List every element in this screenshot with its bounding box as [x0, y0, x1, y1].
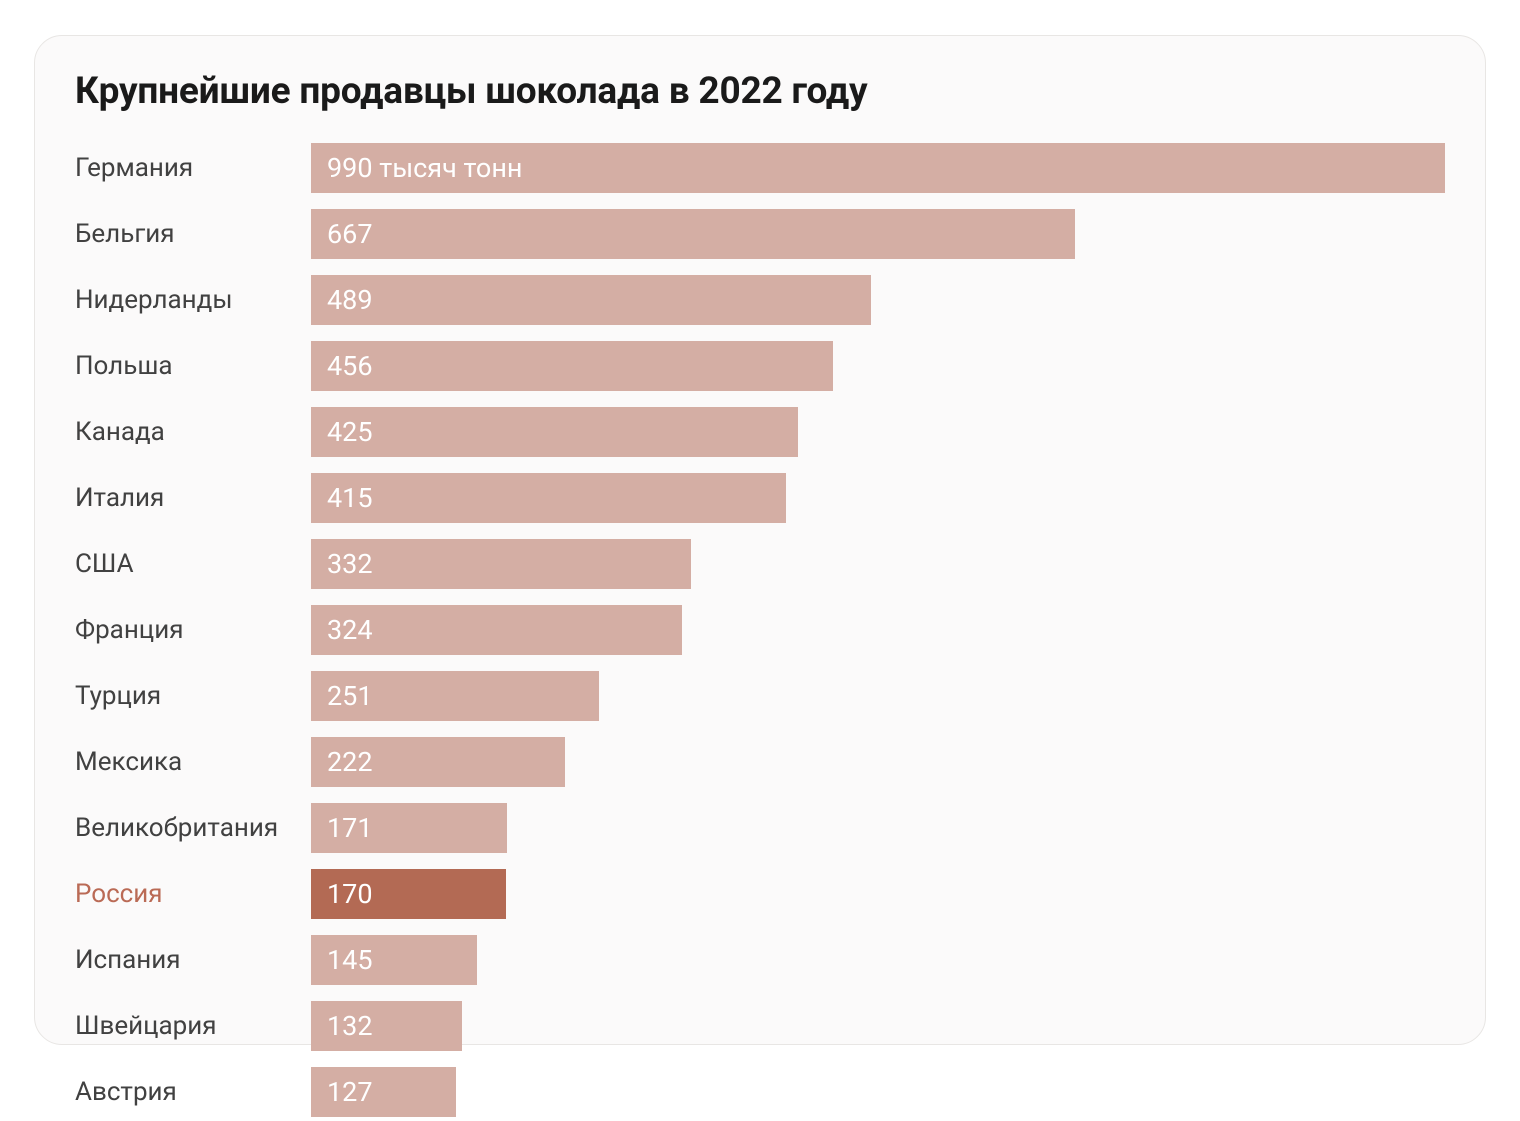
bar: 990 тысяч тонн — [311, 143, 1445, 193]
bar-row: Австрия 127 — [75, 1063, 1445, 1121]
bar-value: 127 — [327, 1076, 373, 1108]
bar-track: 456 — [311, 341, 1445, 391]
bar-track: 251 — [311, 671, 1445, 721]
bar: 456 — [311, 341, 833, 391]
bar-label: Испания — [75, 945, 311, 975]
bar-row: Польша 456 — [75, 337, 1445, 395]
bar: 667 — [311, 209, 1075, 259]
bar-value: 132 — [327, 1010, 373, 1042]
bar-track: 222 — [311, 737, 1445, 787]
bar-track: 324 — [311, 605, 1445, 655]
bar-value: 990 тысяч тонн — [327, 152, 522, 184]
bar-label: Мексика — [75, 747, 311, 777]
bar-value: 332 — [327, 548, 373, 580]
bar-value: 222 — [327, 746, 373, 778]
bar-track: 489 — [311, 275, 1445, 325]
bar-value: 489 — [327, 284, 373, 316]
bar-label: Турция — [75, 681, 311, 711]
bar-label: Германия — [75, 153, 311, 183]
bar-value: 415 — [327, 482, 373, 514]
bar-label: Россия — [75, 879, 311, 909]
bar-value: 171 — [327, 812, 373, 844]
bar: 222 — [311, 737, 565, 787]
bar-label: США — [75, 549, 311, 579]
bar-track: 170 — [311, 869, 1445, 919]
bar-row: Италия 415 — [75, 469, 1445, 527]
bar-row: Канада 425 — [75, 403, 1445, 461]
bar-row: США 332 — [75, 535, 1445, 593]
bar-row: Германия 990 тысяч тонн — [75, 139, 1445, 197]
bar-track: 415 — [311, 473, 1445, 523]
bar-value: 324 — [327, 614, 373, 646]
bar-value: 667 — [327, 218, 373, 250]
chart-card: Крупнейшие продавцы шоколада в 2022 году… — [34, 35, 1486, 1045]
bar: 415 — [311, 473, 786, 523]
bar-value: 251 — [327, 680, 373, 712]
bar-row: Мексика 222 — [75, 733, 1445, 791]
bar-row: Швейцария 132 — [75, 997, 1445, 1055]
bar-highlight: 170 — [311, 869, 506, 919]
bar-label: Бельгия — [75, 219, 311, 249]
bar: 489 — [311, 275, 871, 325]
bar-row: Бельгия 667 — [75, 205, 1445, 263]
bar-row: Великобритания 171 — [75, 799, 1445, 857]
bar: 127 — [311, 1067, 456, 1117]
bar-label: Великобритания — [75, 813, 311, 843]
bar-label: Австрия — [75, 1077, 311, 1107]
bar-row: Турция 251 — [75, 667, 1445, 725]
bar-row: Испания 145 — [75, 931, 1445, 989]
bar-track: 332 — [311, 539, 1445, 589]
bar-label: Канада — [75, 417, 311, 447]
bar-row: Нидерланды 489 — [75, 271, 1445, 329]
bar: 332 — [311, 539, 691, 589]
bar-row: Россия 170 — [75, 865, 1445, 923]
bar-row: Франция 324 — [75, 601, 1445, 659]
bar-value: 425 — [327, 416, 373, 448]
bar-label: Нидерланды — [75, 285, 311, 315]
bar: 251 — [311, 671, 599, 721]
bar-label: Италия — [75, 483, 311, 513]
bar-track: 425 — [311, 407, 1445, 457]
bar-track: 667 — [311, 209, 1445, 259]
bar: 171 — [311, 803, 507, 853]
bar: 324 — [311, 605, 682, 655]
bar: 145 — [311, 935, 477, 985]
bar-label: Франция — [75, 615, 311, 645]
bar-track: 127 — [311, 1067, 1445, 1117]
bar-track: 132 — [311, 1001, 1445, 1051]
chart-title: Крупнейшие продавцы шоколада в 2022 году — [75, 70, 1445, 113]
bar-value: 145 — [327, 944, 373, 976]
bar-value: 170 — [327, 878, 373, 910]
bar: 425 — [311, 407, 798, 457]
bar-value: 456 — [327, 350, 373, 382]
bar-track: 990 тысяч тонн — [311, 143, 1445, 193]
bar: 132 — [311, 1001, 462, 1051]
bar-track: 145 — [311, 935, 1445, 985]
bar-label: Швейцария — [75, 1011, 311, 1041]
bar-label: Польша — [75, 351, 311, 381]
bar-chart: Германия 990 тысяч тонн Бельгия 667 Нидерлан… — [75, 139, 1445, 1121]
bar-track: 171 — [311, 803, 1445, 853]
